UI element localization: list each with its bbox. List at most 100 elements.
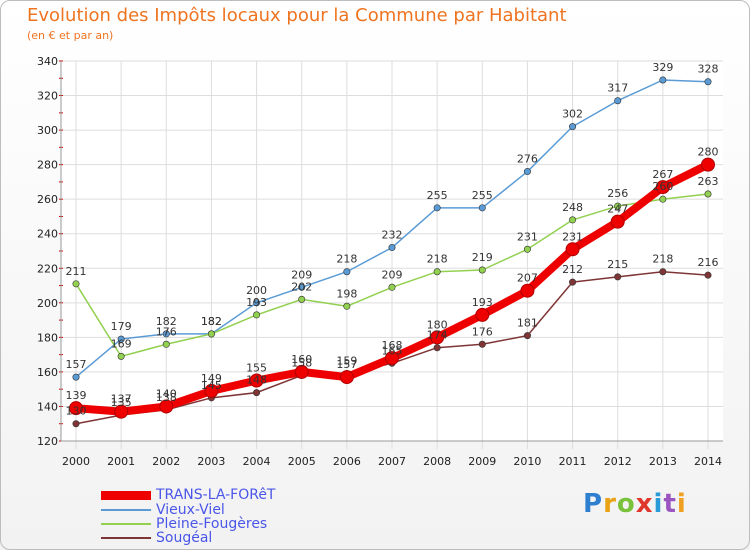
data-label: 219	[472, 251, 493, 264]
y-tick-label: 180	[37, 331, 58, 344]
data-label: 255	[472, 189, 493, 202]
data-label: 200	[246, 284, 267, 297]
data-point	[478, 340, 486, 348]
data-label: 276	[517, 153, 538, 166]
data-label: 209	[382, 268, 403, 281]
data-point	[159, 399, 174, 414]
data-label: 165	[382, 344, 403, 357]
data-label: 263	[698, 175, 719, 188]
data-point	[430, 330, 445, 345]
data-label: 155	[246, 362, 267, 375]
data-label: 216	[698, 256, 719, 269]
data-label: 267	[652, 168, 673, 181]
data-point	[117, 335, 125, 343]
data-label: 139	[66, 389, 87, 402]
y-tick-label: 260	[37, 193, 58, 206]
data-label: 215	[607, 258, 628, 271]
data-label: 256	[607, 187, 628, 200]
data-label: 198	[336, 287, 357, 300]
data-point	[294, 364, 309, 379]
data-label: 255	[427, 189, 448, 202]
x-tick-label: 2001	[107, 455, 135, 468]
data-label: 157	[66, 358, 87, 371]
data-point	[343, 302, 351, 310]
data-point	[433, 204, 441, 212]
legend-swatch	[101, 537, 151, 539]
data-point	[520, 283, 535, 298]
data-label: 149	[201, 372, 222, 385]
legend-item-vieux-viel: Vieux-Viel	[101, 502, 225, 518]
y-tick-label: 320	[37, 90, 58, 103]
data-point	[253, 389, 261, 397]
data-label: 138	[156, 391, 177, 404]
x-tick-label: 2007	[378, 455, 406, 468]
legend-swatch	[101, 523, 151, 525]
y-tick-label: 300	[37, 124, 58, 137]
data-point	[298, 283, 306, 291]
data-point	[701, 157, 715, 172]
y-tick-label: 280	[37, 159, 58, 172]
data-point	[204, 383, 219, 398]
y-tick-label: 220	[37, 262, 58, 275]
chart-subtitle: (en € et par an)	[27, 29, 114, 42]
data-label: 193	[472, 296, 493, 309]
data-point	[659, 195, 667, 203]
data-point	[704, 190, 712, 198]
data-point	[253, 311, 261, 319]
data-label: 231	[517, 230, 538, 243]
legend-label: Sougéal	[156, 530, 213, 546]
y-tick-label: 140	[37, 400, 58, 413]
data-label: 174	[427, 329, 448, 342]
legend-label: Pleine-Fougères	[156, 516, 268, 532]
x-tick-label: 2012	[604, 455, 632, 468]
data-point	[433, 268, 441, 276]
y-tick-label: 240	[37, 228, 58, 241]
data-label: 247	[607, 203, 628, 216]
data-point	[565, 242, 580, 257]
data-label: 137	[111, 393, 132, 406]
data-label: 212	[562, 263, 583, 276]
x-tick-label: 2003	[197, 455, 225, 468]
data-label: 202	[291, 280, 312, 293]
data-point	[253, 299, 261, 307]
data-label: 169	[111, 337, 132, 350]
data-point	[659, 268, 667, 276]
data-point	[72, 373, 80, 381]
data-point	[388, 283, 396, 291]
data-label: 193	[246, 296, 267, 309]
data-label: 145	[201, 379, 222, 392]
x-tick-label: 2013	[649, 455, 677, 468]
data-label: 317	[607, 82, 628, 95]
data-label: 218	[427, 253, 448, 266]
data-label: 148	[246, 374, 267, 387]
data-point	[72, 280, 80, 288]
data-label: 157	[336, 358, 357, 371]
data-point	[478, 266, 486, 274]
data-label: 207	[517, 272, 538, 285]
data-label: 329	[652, 61, 673, 74]
chart-title: Evolution des Impôts locaux pour la Comm…	[27, 5, 567, 26]
x-tick-label: 2010	[513, 455, 541, 468]
y-tick-label: 200	[37, 297, 58, 310]
y-tick-label: 160	[37, 366, 58, 379]
x-tick-label: 2014	[694, 455, 722, 468]
data-point	[704, 78, 712, 86]
legend-swatch	[101, 509, 151, 511]
data-point	[614, 97, 622, 105]
legend-item-pleine-fougeres: Pleine-Fougères	[101, 516, 267, 532]
proxiti-logo: Proxiti	[583, 489, 687, 519]
data-label: 328	[698, 63, 719, 76]
data-point	[523, 332, 531, 340]
data-label: 179	[111, 320, 132, 333]
data-label: 182	[156, 315, 177, 328]
data-point	[117, 352, 125, 360]
x-tick-label: 2011	[559, 455, 587, 468]
data-label: 260	[652, 180, 673, 193]
data-label: 302	[562, 108, 583, 121]
x-tick-label: 2004	[243, 455, 271, 468]
data-label: 160	[291, 353, 312, 366]
data-label: 231	[562, 230, 583, 243]
data-label: 248	[562, 201, 583, 214]
